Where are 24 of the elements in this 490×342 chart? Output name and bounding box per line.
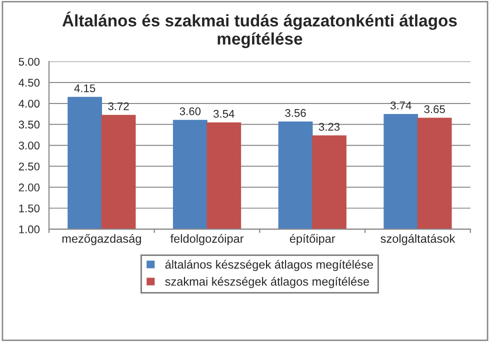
y-tick-label: 2.50 (18, 162, 40, 170)
legend-label: szakmai készségek átlagos megítélése (165, 276, 370, 288)
y-tick-label: 4.00 (18, 100, 40, 108)
y-tick-label: 5.00 (18, 58, 40, 66)
y-tick-label: 3.00 (18, 142, 40, 150)
x-tick-label: építőipar (290, 234, 336, 246)
data-label: 3.72 (108, 102, 129, 110)
y-tick-label: 4.50 (18, 78, 40, 87)
y-tick-label: 3.50 (18, 120, 40, 129)
y-tick-label: 1.50 (19, 204, 40, 212)
x-tick-label: feldolgozóipar (170, 234, 244, 246)
y-tick-label: 1.00 (19, 225, 40, 234)
y-tick-label: 2.00 (18, 184, 40, 192)
data-label: 3.56 (285, 109, 306, 117)
data-label: 3.60 (180, 107, 201, 116)
data-label: 3.23 (318, 122, 340, 131)
data-label: 4.15 (74, 84, 96, 92)
data-label: 3.65 (424, 105, 445, 114)
legend-label: általános készségek átlagos megítélése (165, 260, 373, 272)
data-label: 3.74 (390, 102, 412, 110)
data-label: 3.54 (213, 110, 234, 118)
x-tick-label: szolgáltatások (380, 234, 456, 246)
chart-title: Általános és szakmai tudás ágazatonkénti átlagos megítélése (62, 12, 457, 48)
x-tick-label: mezőgazdaság (62, 234, 141, 246)
